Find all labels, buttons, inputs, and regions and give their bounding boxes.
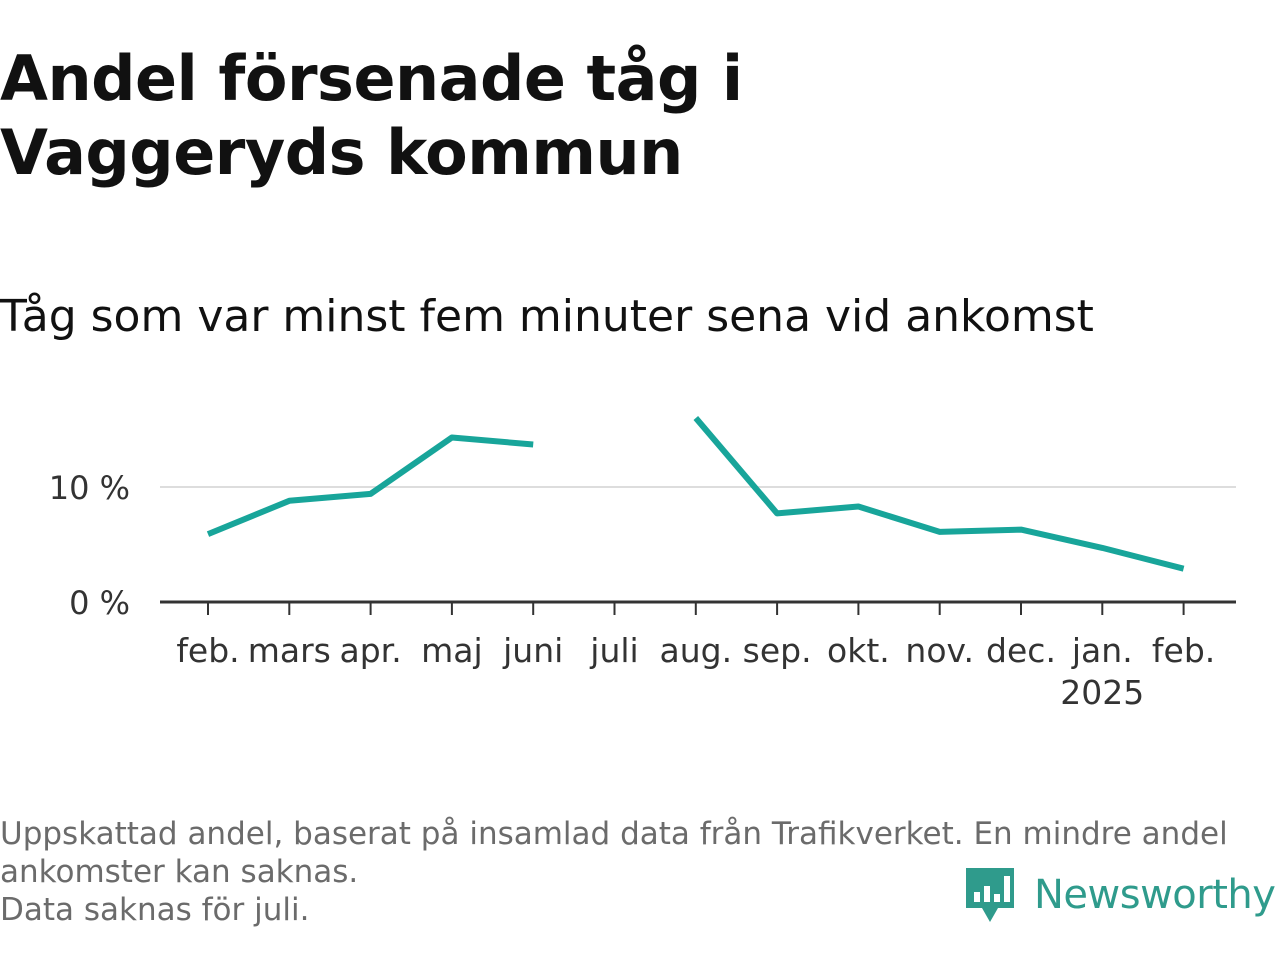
y-tick-label: 10 % (49, 469, 130, 507)
x-tick-label: juli (589, 631, 638, 670)
x-tick-label: dec. (986, 631, 1056, 670)
x-tick-label: aug. (660, 631, 733, 670)
x-year-label: 2025 (1060, 673, 1144, 712)
x-tick-label: okt. (827, 631, 890, 670)
x-tick-label: jan. (1071, 631, 1133, 670)
line-chart: 0 %10 %feb. mars apr. maj juni juli aug. sep. ok… (49, 416, 1236, 712)
newsworthy-logo-icon (966, 868, 1014, 922)
y-tick-label: 0 % (69, 584, 130, 622)
x-tick-label: feb. (1152, 631, 1215, 670)
newsworthy-brand: Newsworthy (962, 864, 1276, 926)
x-tick-label: maj (421, 631, 483, 670)
chart-subtitle: Tåg som var minst fem minuter sena vid a… (0, 291, 1094, 342)
footnote: Uppskattad andel, baserat på insamlad da… (0, 815, 1270, 929)
x-tick-label: mars (248, 631, 331, 670)
series-line-segment (693, 416, 1185, 572)
footnote-source: Uppskattad andel, baserat på insamlad da… (0, 816, 1228, 890)
x-tick-label: nov. (905, 631, 974, 670)
x-tick-label: juni (502, 631, 563, 670)
series-line-segment (206, 434, 534, 537)
chart-title: Andel försenade tåg i Vaggeryds kommun (0, 42, 743, 189)
x-tick-label: sep. (743, 631, 812, 670)
footnote-missing-data: Data saknas för juli. (0, 892, 310, 928)
brand-name: Newsworthy (1034, 872, 1276, 918)
x-tick-label: apr. (339, 631, 401, 670)
x-tick-label: feb. (176, 631, 239, 670)
